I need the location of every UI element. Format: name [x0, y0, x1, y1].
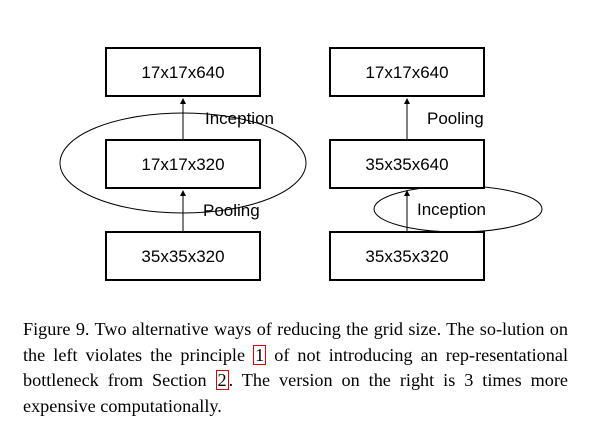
- right-inception-label: Inception: [417, 200, 486, 219]
- left-top-box: [105, 47, 261, 97]
- right-middle-box: [329, 139, 485, 189]
- left-bottom-box-label: 35x35x320: [141, 247, 224, 266]
- caption-text-1: Figure 9. Two alternative ways of reduci…: [23, 319, 568, 365]
- section-reference-link[interactable]: 2: [215, 370, 229, 390]
- right-bottom-box: [329, 231, 485, 281]
- figure-diagram: 17x17x640 17x17x320 35x35x320 Inception …: [59, 47, 543, 281]
- right-diagram: 17x17x640 35x35x640 35x35x320 Pooling In…: [329, 47, 543, 281]
- caption-text-2: of not introducing an rep-resentational …: [23, 344, 568, 391]
- left-bottom-box: [105, 231, 261, 281]
- right-top-box: [329, 47, 485, 97]
- figure-caption: Figure 9. Two alternative ways of reduci…: [23, 317, 568, 419]
- right-bottom-box-label: 35x35x320: [365, 247, 448, 266]
- left-middle-box: [105, 139, 261, 189]
- right-pooling-label: Pooling: [427, 109, 484, 128]
- right-middle-box-label: 35x35x640: [365, 155, 448, 174]
- left-top-box-label: 17x17x640: [141, 63, 224, 82]
- left-inception-label: Inception: [205, 109, 274, 128]
- left-middle-box-label: 17x17x320: [141, 155, 224, 174]
- principle-reference-link[interactable]: 1: [253, 344, 267, 365]
- left-pooling-label: Pooling: [203, 201, 260, 220]
- right-top-box-label: 17x17x640: [365, 63, 448, 82]
- left-diagram: 17x17x640 17x17x320 35x35x320 Inception …: [59, 47, 307, 281]
- caption-text-3: . The version on the right is 3 times mo…: [23, 370, 568, 416]
